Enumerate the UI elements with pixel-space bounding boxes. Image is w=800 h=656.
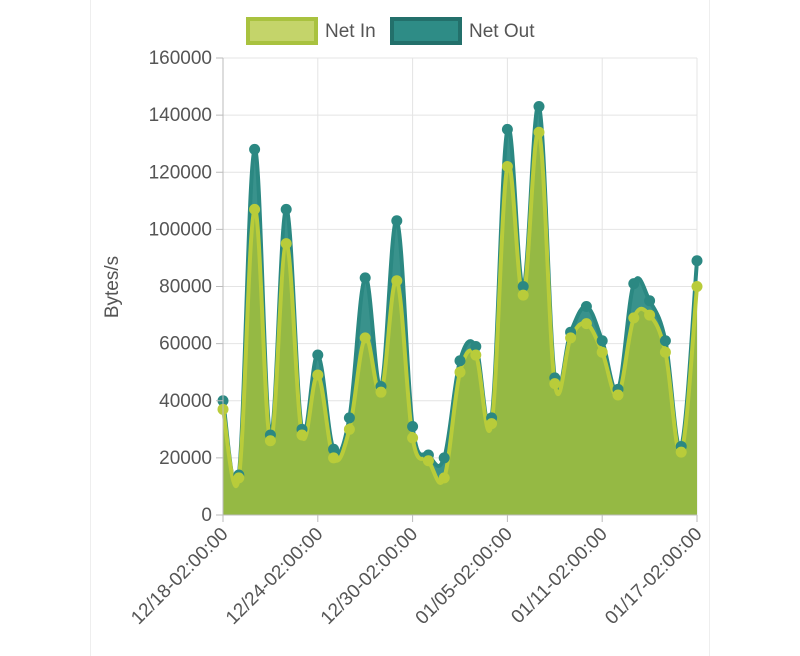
data-point	[343, 412, 355, 424]
data-point	[312, 349, 324, 361]
data-point	[280, 203, 292, 215]
data-point	[407, 432, 419, 444]
series-areas	[221, 103, 699, 515]
data-point	[391, 275, 403, 287]
legend-swatch	[390, 17, 462, 45]
data-point	[328, 443, 340, 455]
data-point	[249, 143, 261, 155]
data-point	[359, 272, 371, 284]
data-point	[517, 289, 529, 301]
data-point	[644, 295, 656, 307]
y-tick-label: 60000	[159, 334, 212, 355]
data-point	[659, 335, 671, 347]
data-point	[533, 126, 545, 138]
legend-swatch	[246, 17, 318, 45]
data-point	[517, 281, 529, 292]
data-point	[454, 366, 466, 378]
data-point	[328, 452, 340, 464]
data-point	[691, 255, 703, 267]
x-tick-label: 12/30-02:00:00	[317, 524, 422, 629]
data-point	[454, 355, 466, 367]
data-point	[280, 238, 292, 250]
data-point	[549, 378, 561, 390]
legend-item-net-in[interactable]: Net In	[246, 17, 376, 45]
data-point	[296, 429, 308, 441]
y-tick-label: 80000	[159, 277, 212, 298]
data-point	[596, 346, 608, 358]
data-point	[407, 420, 419, 432]
data-point	[359, 332, 371, 344]
legend-item-net-out[interactable]: Net Out	[390, 17, 535, 45]
y-tick-label: 40000	[159, 391, 212, 412]
series-area-net-in	[223, 131, 697, 515]
data-point	[659, 346, 671, 358]
legend-label: Net Out	[469, 21, 535, 42]
y-tick-label: 0	[201, 505, 212, 526]
data-point	[470, 340, 482, 352]
data-point	[675, 446, 687, 458]
y-tick-label: 20000	[159, 448, 212, 469]
chart-frame	[90, 0, 710, 656]
data-point	[438, 472, 450, 484]
y-axis-title: Bytes/s	[102, 256, 123, 318]
x-tick-label: 01/05-02:00:00	[412, 524, 517, 629]
data-point	[470, 349, 482, 361]
legend[interactable]: Net In Net Out	[246, 17, 535, 45]
data-point	[565, 332, 577, 344]
data-point	[501, 123, 513, 135]
data-point	[691, 281, 703, 292]
data-point	[312, 369, 324, 381]
data-point	[501, 161, 513, 173]
data-point	[580, 318, 592, 330]
series-points	[217, 101, 703, 484]
data-point	[249, 203, 261, 215]
y-tick-label: 100000	[149, 219, 212, 240]
data-point	[438, 452, 450, 464]
x-tick-label: 12/24-02:00:00	[222, 524, 327, 629]
legend-label: Net In	[325, 21, 376, 42]
data-point	[264, 435, 276, 447]
y-tick-label: 160000	[149, 48, 212, 69]
x-tick-label: 01/11-02:00:00	[507, 524, 611, 628]
data-point	[628, 278, 640, 290]
data-point	[612, 389, 624, 401]
data-point	[343, 423, 355, 435]
y-tick-label: 140000	[149, 105, 212, 126]
axes: 0 20000 40000 60000 80000 100000 120000 140000 1…	[127, 48, 706, 629]
data-point	[533, 101, 545, 113]
x-tick-label: 12/18-02:00:00	[127, 524, 232, 629]
data-point	[580, 300, 592, 312]
data-point	[422, 455, 434, 467]
data-point	[596, 335, 608, 347]
data-point	[628, 312, 640, 324]
data-point	[391, 215, 403, 227]
data-point	[375, 386, 387, 398]
data-point	[233, 472, 245, 484]
x-tick-label: 01/17-02:00:00	[601, 524, 706, 629]
data-point	[644, 309, 656, 321]
data-point	[486, 418, 498, 430]
y-tick-label: 120000	[149, 162, 212, 183]
